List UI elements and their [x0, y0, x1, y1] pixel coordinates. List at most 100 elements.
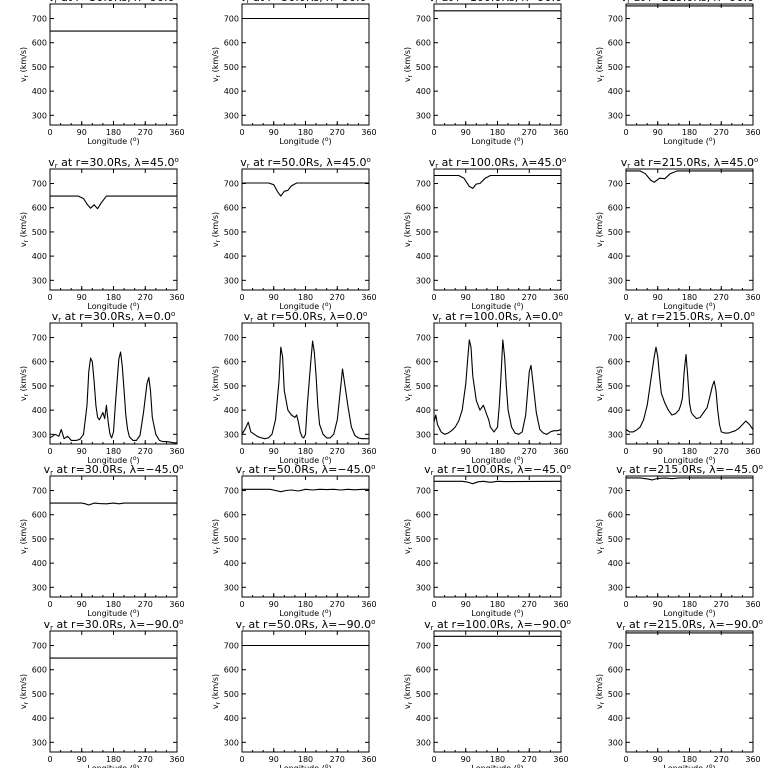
x-tick-label: 270 [714, 128, 729, 137]
x-tick-label: 360 [361, 600, 376, 609]
x-axis-label-degree: o [709, 455, 713, 462]
title-text: at r=50.0Rs, λ=0.0 [253, 310, 363, 323]
x-axis-label-close: ) [521, 456, 524, 465]
x-tick-label: 270 [522, 128, 537, 137]
y-tick-label: 500 [416, 63, 431, 72]
x-tick-label: 0 [623, 447, 628, 456]
y-axis-label: vr (km/s) [595, 47, 606, 82]
panel-title: vr at r=50.0Rs, λ=45.0o [240, 156, 371, 170]
title-text: at r=100.0Rs, λ=−90.0 [434, 618, 567, 631]
y-axis-label-units: (km/s) [211, 47, 220, 75]
x-tick-label: 0 [239, 755, 244, 764]
title-degree: o [363, 310, 367, 318]
x-tick-label: 90 [77, 447, 87, 456]
y-axis-label: vr (km/s) [19, 366, 30, 401]
y-tick-label: 700 [416, 642, 431, 651]
x-axis-label-text: Longitude ( [87, 609, 132, 618]
panel-title: vr at r=50.0Rs, λ=90.0o [240, 0, 371, 5]
title-degree: o [179, 463, 183, 471]
y-tick-label: 300 [416, 430, 431, 439]
x-tick-label: 0 [623, 128, 628, 137]
x-tick-label: 180 [682, 447, 697, 456]
x-axis-label: Longitude (o) [471, 608, 523, 618]
x-axis-label: Longitude (o) [87, 136, 139, 146]
panel-title: vr at r=100.0Rs, λ=−90.0o [424, 618, 571, 632]
x-axis-label-close: ) [137, 137, 140, 146]
x-axis-label-degree: o [709, 301, 713, 308]
title-subscript: r [242, 469, 245, 477]
y-axis-label-subscript: r [23, 239, 30, 242]
y-axis-label-symbol: v [403, 77, 412, 82]
x-axis-label-degree: o [133, 136, 137, 143]
x-tick-label: 270 [522, 755, 537, 764]
panel: vr at r=215.0Rs, λ=45.0o0 90 180 270 3603004… [595, 156, 761, 311]
x-axis-label-text: Longitude ( [471, 137, 516, 146]
y-tick-label: 600 [224, 666, 239, 675]
y-tick-label: 600 [416, 358, 431, 367]
title-degree: o [750, 310, 754, 318]
x-tick-label: 360 [553, 128, 568, 137]
x-axis-label-close: ) [713, 137, 716, 146]
panel-title: vr at r=50.0Rs, λ=−45.0o [236, 463, 376, 477]
x-tick-label: 270 [714, 600, 729, 609]
panel: vr at r=100.0Rs, λ=45.0o0 90 180 270 3603004… [403, 156, 569, 311]
title-degree: o [759, 463, 763, 471]
x-tick-label: 270 [330, 755, 345, 764]
title-symbol: v [44, 618, 51, 631]
y-axis-label-units: (km/s) [403, 674, 412, 702]
panel-title: vr at r=30.0Rs, λ=45.0o [48, 156, 179, 170]
x-tick-label: 0 [431, 447, 436, 456]
x-tick-label: 360 [553, 293, 568, 302]
y-tick-label: 700 [224, 487, 239, 496]
y-axis-label: vr (km/s) [211, 519, 222, 554]
x-tick-label: 180 [106, 293, 121, 302]
x-axis-label-close: ) [713, 764, 716, 768]
x-axis-label: Longitude (o) [87, 763, 139, 768]
y-tick-label: 700 [32, 334, 47, 343]
title-symbol: v [432, 310, 439, 323]
y-axis-label-units: (km/s) [211, 674, 220, 702]
panel: vr at r=100.0Rs, λ=−45.0o0 90 180 270 360300… [403, 463, 571, 618]
series-line [434, 480, 562, 485]
x-axis-label-close: ) [521, 137, 524, 146]
title-subscript: r [250, 316, 253, 324]
x-tick-label: 0 [47, 755, 52, 764]
x-tick-label: 180 [298, 293, 313, 302]
y-tick-label: 400 [224, 559, 239, 568]
y-tick-label: 300 [416, 738, 431, 747]
title-degree: o [371, 463, 375, 471]
y-tick-label: 600 [32, 204, 47, 213]
x-tick-label: 180 [298, 447, 313, 456]
title-symbol: v [240, 156, 247, 169]
title-symbol: v [424, 618, 431, 631]
title-degree: o [171, 310, 175, 318]
title-degree: o [754, 156, 758, 164]
x-tick-label: 270 [330, 447, 345, 456]
y-axis-label: vr (km/s) [403, 212, 414, 247]
x-tick-label: 270 [330, 600, 345, 609]
y-axis-label-subscript: r [599, 701, 606, 704]
title-subscript: r [631, 316, 634, 324]
y-tick-label: 300 [32, 430, 47, 439]
y-tick-label: 600 [32, 39, 47, 48]
x-axis-label-text: Longitude ( [87, 302, 132, 311]
y-axis-label-subscript: r [23, 74, 30, 77]
y-tick-label: 500 [224, 690, 239, 699]
y-axis-label-subscript: r [23, 701, 30, 704]
y-tick-label: 300 [224, 276, 239, 285]
y-tick-label: 700 [32, 15, 47, 24]
title-subscript: r [242, 624, 245, 632]
y-tick-label: 600 [416, 511, 431, 520]
x-axis-label-close: ) [713, 609, 716, 618]
x-axis-label-close: ) [137, 609, 140, 618]
y-axis-label-units: (km/s) [595, 212, 604, 240]
series-line [49, 351, 177, 444]
panel: vr at r=100.0Rs, λ=−90.0o0 90 180 270 360300… [403, 618, 571, 768]
x-axis-label-close: ) [521, 764, 524, 768]
x-tick-label: 360 [361, 755, 376, 764]
x-axis-label-close: ) [137, 764, 140, 768]
y-axis-label-units: (km/s) [403, 519, 412, 547]
x-axis-label-text: Longitude ( [471, 302, 516, 311]
x-tick-label: 360 [361, 128, 376, 137]
y-tick-label: 400 [608, 714, 623, 723]
